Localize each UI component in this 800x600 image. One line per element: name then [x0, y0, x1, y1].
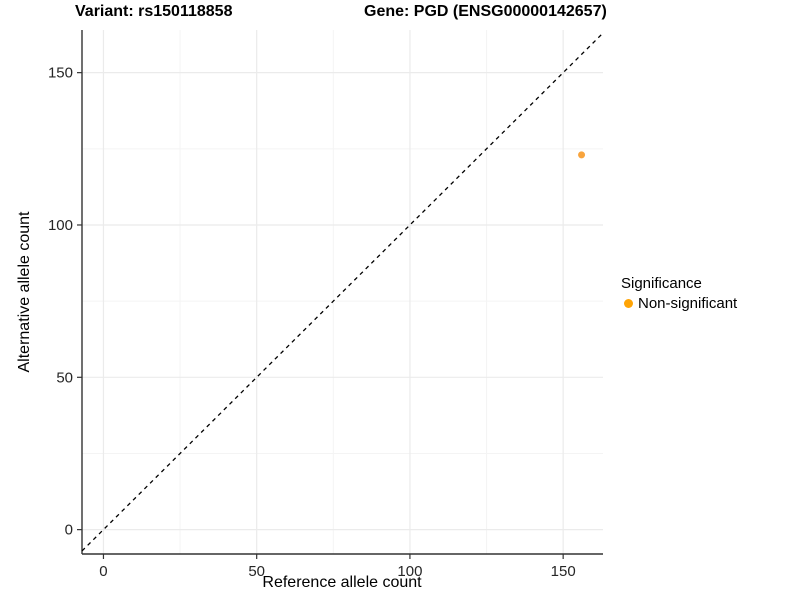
y-axis-label: Alternative allele count [16, 211, 33, 373]
legend-dot-icon [624, 299, 633, 308]
legend: Significance Non-significant [621, 275, 737, 312]
identity-reference-line [81, 32, 604, 552]
y-tick-label: 150 [48, 65, 73, 82]
x-tick-label: 0 [99, 563, 107, 580]
x-axis-label: Reference allele count [262, 574, 422, 591]
x-tick-label: 50 [248, 563, 265, 580]
x-tick-label: 100 [397, 563, 422, 580]
variant-title: Variant: rs150118858 [75, 3, 233, 20]
legend-item-label: Non-significant [638, 295, 738, 312]
x-tick-label: 150 [551, 563, 576, 580]
y-tick-label: 100 [48, 217, 73, 234]
y-tick-label: 50 [56, 369, 73, 386]
y-tick-label: 0 [65, 522, 73, 539]
legend-item: Non-significant [621, 295, 737, 312]
data-point [578, 151, 586, 159]
legend-title: Significance [621, 275, 702, 292]
gene-title: Gene: PGD (ENSG00000142657) [364, 3, 607, 20]
